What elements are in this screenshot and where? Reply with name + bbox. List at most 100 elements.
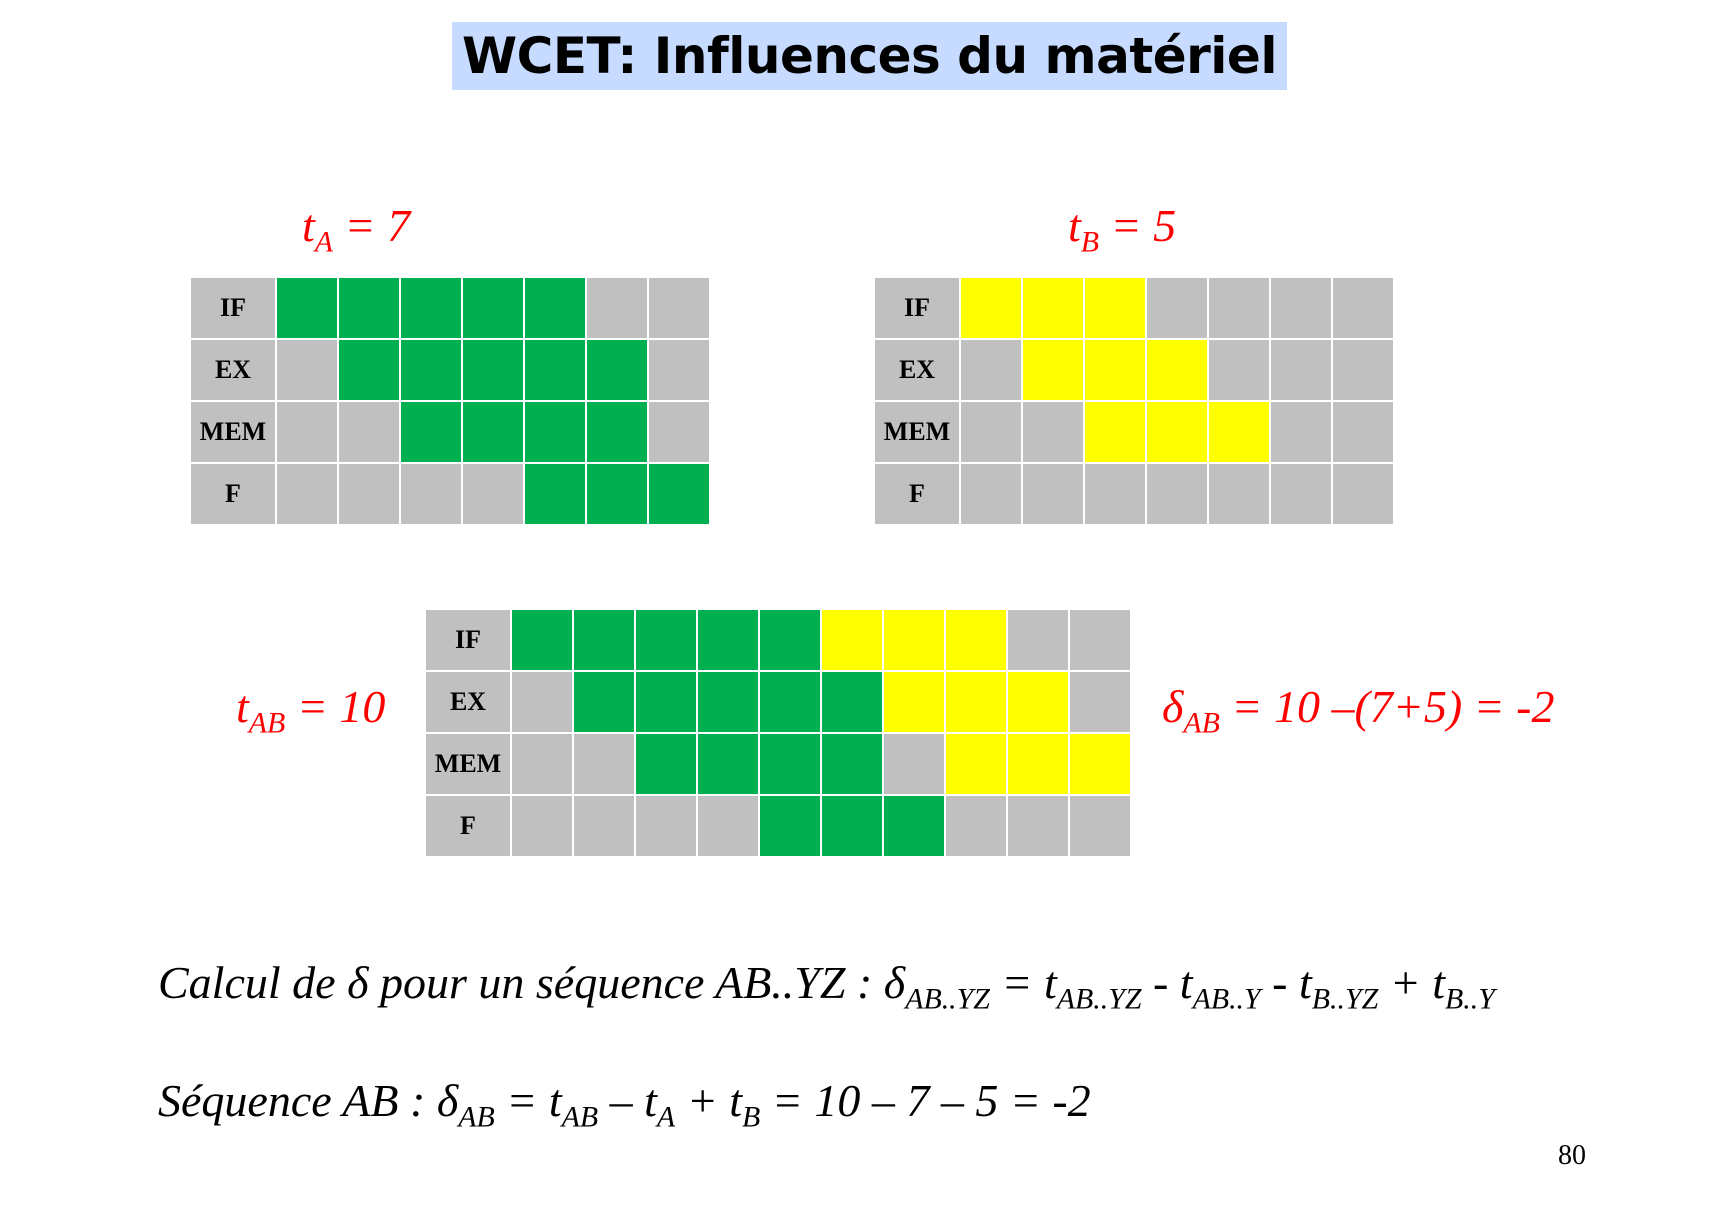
pipeline-cell-B [1070, 734, 1130, 794]
pipeline-cell-A [463, 340, 523, 400]
pipeline-cell-A [401, 402, 461, 462]
pipeline-cell-empty [961, 402, 1021, 462]
pipeline-cell-A [760, 734, 820, 794]
pipeline-cell-empty [339, 402, 399, 462]
pipeline-cell-empty [1085, 464, 1145, 524]
pipeline-cell-A [698, 610, 758, 670]
stage-label-ex: EX [875, 340, 959, 400]
pipeline-cell-empty [649, 402, 709, 462]
stage-label-f: F [426, 796, 510, 856]
pipeline-cell-A [574, 610, 634, 670]
pipeline-cell-empty [1271, 402, 1331, 462]
pipeline-cell-empty [1333, 402, 1393, 462]
pipeline-cell-B [946, 734, 1006, 794]
pipeline-cell-A [401, 278, 461, 338]
pipeline-cell-empty [1209, 464, 1269, 524]
label-tAB: tAB = 10 [236, 681, 386, 740]
pipeline-cell-B [1147, 402, 1207, 462]
pipeline-cell-empty [1147, 278, 1207, 338]
pipeline-cell-B [1209, 402, 1269, 462]
pipeline-cell-empty [1271, 464, 1331, 524]
pipeline-cell-empty [1023, 464, 1083, 524]
pipeline-cell-empty [587, 278, 647, 338]
pipeline-cell-B [1085, 340, 1145, 400]
pipeline-cell-A [463, 278, 523, 338]
stage-label-ex: EX [191, 340, 275, 400]
pipeline-cell-A [698, 734, 758, 794]
pipeline-cell-empty [1271, 278, 1331, 338]
pipeline-cell-empty [649, 340, 709, 400]
pipeline-cell-empty [1333, 464, 1393, 524]
stage-label-ex: EX [426, 672, 510, 732]
pipeline-cell-empty [1023, 402, 1083, 462]
pipeline-cell-A [649, 464, 709, 524]
pipeline-cell-A [574, 672, 634, 732]
pipeline-cell-empty [1008, 610, 1068, 670]
pipeline-cell-B [1008, 734, 1068, 794]
stage-label-if: IF [426, 610, 510, 670]
stage-label-mem: MEM [191, 402, 275, 462]
pipeline-cell-B [1147, 340, 1207, 400]
formula-delta-general: Calcul de δ pour un séquence AB..YZ : δA… [158, 957, 1495, 1016]
pipeline-cell-A [463, 402, 523, 462]
pipeline-cell-empty [1070, 672, 1130, 732]
pipeline-cell-empty [649, 278, 709, 338]
pipeline-cell-A [587, 340, 647, 400]
pipeline-cell-empty [277, 340, 337, 400]
formula-delta-AB: Séquence AB : δAB = tAB – tA + tB = 10 –… [158, 1075, 1091, 1134]
pipeline-cell-empty [1209, 278, 1269, 338]
pipeline-cell-A [339, 340, 399, 400]
pipeline-cell-empty [574, 796, 634, 856]
pipeline-cell-empty [339, 464, 399, 524]
pipeline-cell-empty [1271, 340, 1331, 400]
label-deltaAB: δAB = 10 –(7+5) = -2 [1162, 681, 1555, 740]
pipeline-cell-empty [884, 734, 944, 794]
pipeline-cell-empty [277, 464, 337, 524]
pipeline-cell-B [1023, 278, 1083, 338]
label-tA: tA = 7 [302, 200, 411, 259]
pipeline-cell-A [822, 796, 882, 856]
stage-label-if: IF [875, 278, 959, 338]
pipeline-cell-empty [512, 796, 572, 856]
pipeline-cell-B [1085, 278, 1145, 338]
stage-label-if: IF [191, 278, 275, 338]
pipeline-cell-B [884, 672, 944, 732]
pipeline-cell-A [698, 672, 758, 732]
pipeline-cell-B [946, 610, 1006, 670]
pipeline-cell-B [1023, 340, 1083, 400]
stage-label-f: F [191, 464, 275, 524]
pipeline-cell-empty [1209, 340, 1269, 400]
pipeline-cell-A [277, 278, 337, 338]
pipeline-cell-empty [1070, 796, 1130, 856]
pipeline-cell-A [760, 796, 820, 856]
pipeline-cell-A [587, 402, 647, 462]
pipeline-cell-A [525, 278, 585, 338]
pipeline-cell-B [1085, 402, 1145, 462]
pipeline-cell-empty [463, 464, 523, 524]
pipeline-cell-B [884, 610, 944, 670]
pipeline-cell-empty [1333, 340, 1393, 400]
pipeline-cell-A [884, 796, 944, 856]
pipeline-cell-B [1008, 672, 1068, 732]
page-number: 80 [1558, 1140, 1586, 1171]
stage-label-mem: MEM [426, 734, 510, 794]
pipeline-cell-empty [512, 672, 572, 732]
pipeline-cell-B [961, 278, 1021, 338]
label-tB: tB = 5 [1068, 200, 1177, 259]
pipeline-cell-A [587, 464, 647, 524]
pipeline-cell-empty [1008, 796, 1068, 856]
pipeline-cell-A [636, 610, 696, 670]
pipeline-cell-empty [961, 464, 1021, 524]
pipeline-cell-A [339, 278, 399, 338]
pipeline-cell-empty [698, 796, 758, 856]
pipeline-cell-A [636, 734, 696, 794]
pipeline-cell-A [401, 340, 461, 400]
pipeline-cell-empty [512, 734, 572, 794]
stage-label-mem: MEM [875, 402, 959, 462]
pipeline-cell-empty [277, 402, 337, 462]
pipeline-cell-B [822, 610, 882, 670]
pipeline-cell-empty [1333, 278, 1393, 338]
pipeline-cell-A [512, 610, 572, 670]
pipeline-cell-A [525, 464, 585, 524]
pipeline-cell-A [636, 672, 696, 732]
